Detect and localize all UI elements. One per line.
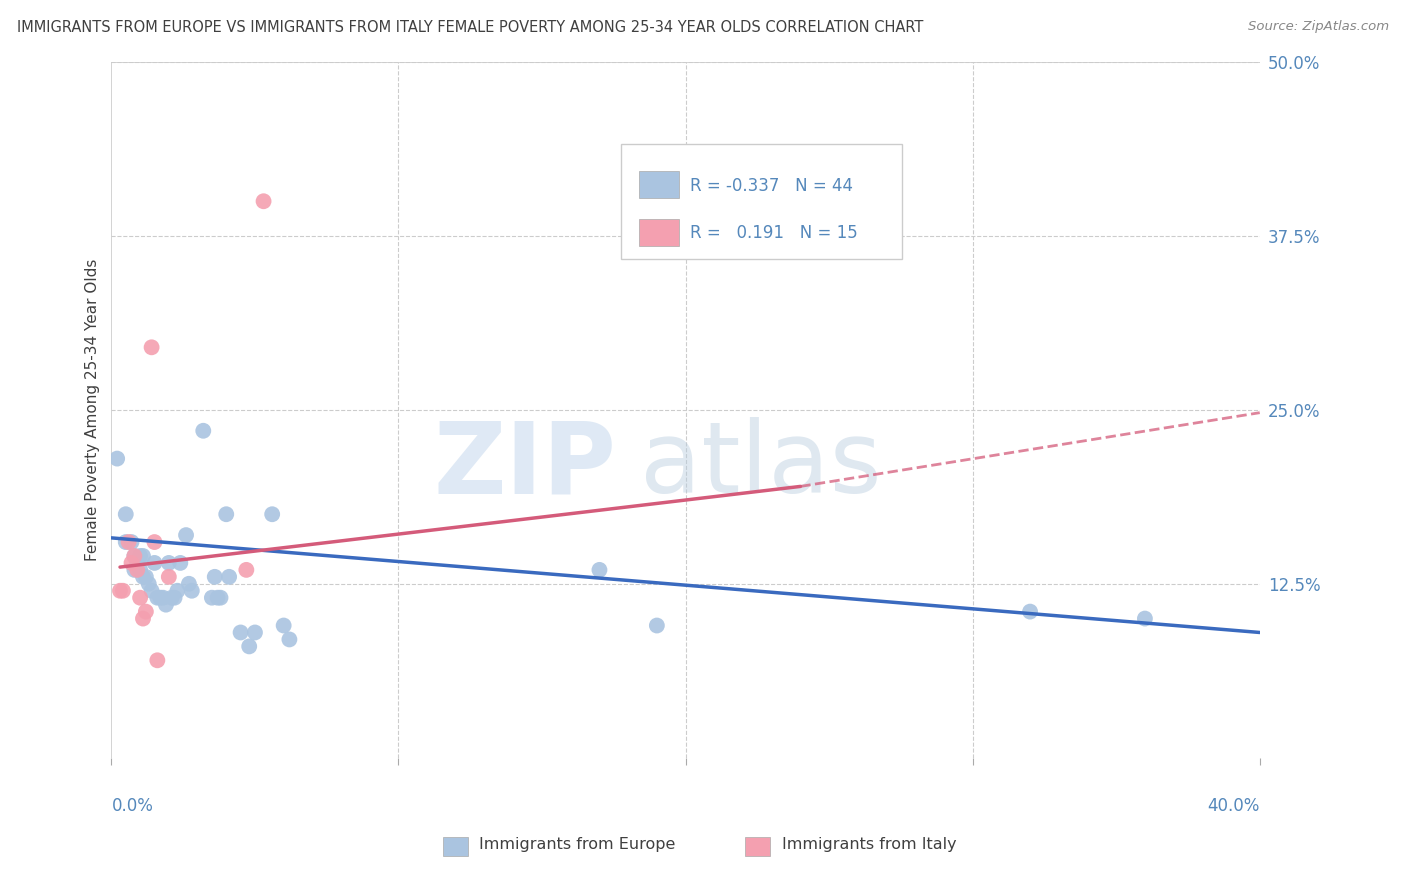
Point — [177, 576, 200, 591]
Text: IMMIGRANTS FROM EUROPE VS IMMIGRANTS FROM ITALY FEMALE POVERTY AMONG 25-34 YEAR : IMMIGRANTS FROM EUROPE VS IMMIGRANTS FRO… — [17, 20, 924, 35]
Point — [645, 618, 668, 632]
Point — [209, 591, 232, 605]
Text: 0.0%: 0.0% — [111, 797, 153, 814]
Point — [1019, 605, 1042, 619]
Point — [235, 563, 257, 577]
Text: Source: ZipAtlas.com: Source: ZipAtlas.com — [1249, 20, 1389, 33]
Point — [121, 535, 143, 549]
Point — [141, 340, 163, 354]
Point — [108, 583, 131, 598]
Point — [163, 591, 186, 605]
Point — [238, 640, 260, 654]
Point — [273, 618, 295, 632]
Point — [143, 556, 166, 570]
Point — [155, 598, 177, 612]
Point — [132, 570, 155, 584]
Point — [105, 451, 128, 466]
Y-axis label: Female Poverty Among 25-34 Year Olds: Female Poverty Among 25-34 Year Olds — [86, 259, 100, 561]
Point — [124, 563, 146, 577]
Point — [117, 535, 139, 549]
Point — [243, 625, 266, 640]
Point — [124, 549, 146, 563]
Point — [141, 583, 163, 598]
Point — [157, 570, 180, 584]
Point — [207, 591, 229, 605]
Point — [252, 194, 274, 209]
Point — [138, 576, 160, 591]
Point — [152, 591, 174, 605]
Text: R =   0.191   N = 15: R = 0.191 N = 15 — [690, 225, 858, 243]
Text: 40.0%: 40.0% — [1208, 797, 1260, 814]
Point — [201, 591, 224, 605]
Point — [132, 549, 155, 563]
Point — [215, 507, 238, 521]
Point — [180, 583, 202, 598]
Point — [129, 563, 152, 577]
Point — [193, 424, 215, 438]
Point — [114, 535, 136, 549]
Point — [121, 556, 143, 570]
Point — [149, 591, 172, 605]
Point — [160, 591, 183, 605]
Point — [124, 549, 146, 563]
Point — [143, 535, 166, 549]
Point — [127, 563, 149, 577]
Text: R = -0.337   N = 44: R = -0.337 N = 44 — [690, 177, 853, 194]
Point — [229, 625, 252, 640]
Point — [278, 632, 301, 647]
Point — [111, 583, 134, 598]
Point — [204, 570, 226, 584]
Point — [135, 605, 157, 619]
Point — [129, 549, 152, 563]
Point — [132, 611, 155, 625]
Point — [135, 570, 157, 584]
Point — [114, 507, 136, 521]
Point — [146, 653, 169, 667]
Text: atlas: atlas — [640, 417, 882, 514]
Point — [262, 507, 284, 521]
Point — [1133, 611, 1156, 625]
Text: ZIP: ZIP — [434, 417, 617, 514]
Point — [166, 583, 188, 598]
Point — [218, 570, 240, 584]
Point — [146, 591, 169, 605]
Point — [174, 528, 197, 542]
Point — [169, 556, 191, 570]
Point — [588, 563, 610, 577]
Text: Immigrants from Europe: Immigrants from Europe — [479, 838, 676, 852]
Text: Immigrants from Italy: Immigrants from Italy — [782, 838, 956, 852]
Point — [157, 556, 180, 570]
Point — [129, 591, 152, 605]
Point — [127, 556, 149, 570]
